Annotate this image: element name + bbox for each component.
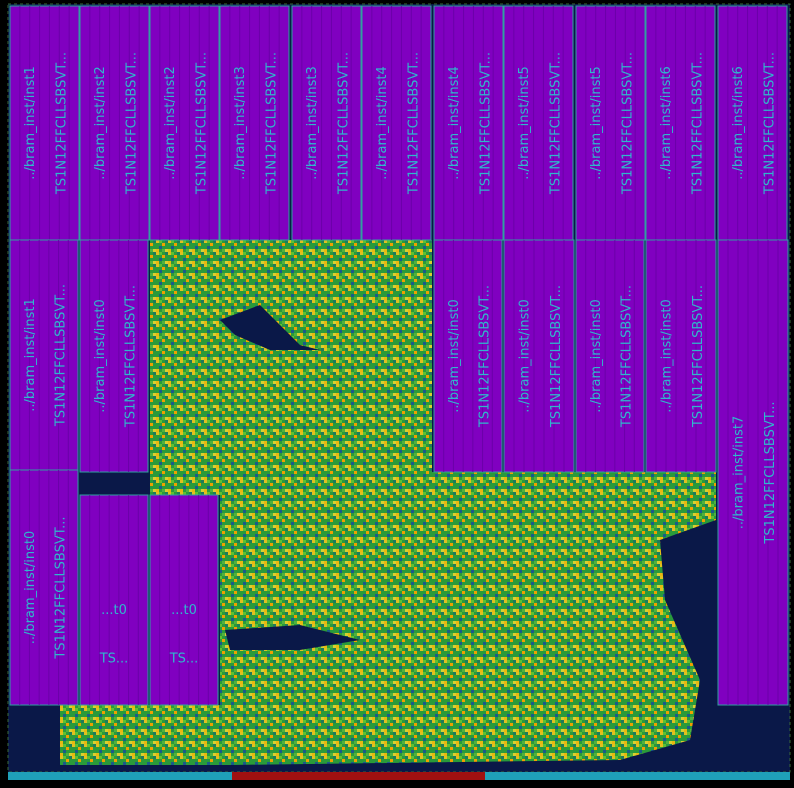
macro-label: TS1N12FFCLLSBSVT... — [264, 52, 279, 195]
macro-label: TS1N12FFCLLSBSVT... — [54, 284, 69, 427]
macro-label: TS1N12FFCLLSBSVT... — [478, 52, 493, 195]
macro-label: TS1N12FFCLLSBSVT... — [762, 52, 777, 195]
macro-label: TS... — [169, 651, 199, 666]
macro-label: ../bram_inst/inst1 — [23, 66, 38, 179]
macro-block — [575, 5, 646, 241]
macro-block — [9, 469, 79, 706]
macro-label: TS1N12FFCLLSBSVT... — [763, 401, 778, 544]
macro-label: TS1N12FFCLLSBSVT... — [124, 52, 139, 195]
macro-label: TS1N12FFCLLSBSVT... — [548, 52, 563, 195]
macro-block — [433, 5, 504, 241]
macro-label: ...t0 — [101, 603, 127, 618]
macro-label: ../bram_inst/inst0 — [23, 531, 38, 644]
macro-label: ../bram_inst/inst6 — [731, 66, 746, 179]
macro-label: ../bram_inst/inst2 — [163, 66, 178, 179]
macro-label: TS1N12FFCLLSBSVT... — [620, 285, 635, 428]
macro-block — [219, 5, 290, 241]
macro-label: ../bram_inst/inst0 — [589, 299, 604, 412]
macro-label: ../bram_inst/inst0 — [518, 299, 533, 412]
macro-label: ../bram_inst/inst2 — [93, 66, 108, 179]
macro-block — [717, 239, 789, 706]
macro-label: TS1N12FFCLLSBSVT... — [549, 285, 564, 428]
macro-block — [503, 239, 575, 473]
macro-label: ../bram_inst/inst4 — [447, 66, 462, 179]
macro-block — [149, 494, 219, 706]
density-hole — [225, 625, 360, 650]
macro-block — [79, 239, 149, 473]
macro-block — [717, 5, 788, 241]
macro-block — [645, 5, 716, 241]
macro-label: ../bram_inst/inst5 — [517, 66, 532, 179]
macro-label: ../bram_inst/inst0 — [447, 299, 462, 412]
macro-block — [79, 5, 150, 241]
macro-label: TS1N12FFCLLSBSVT... — [478, 285, 493, 428]
bottom-bar-highlight — [232, 772, 485, 780]
macro-label: ../bram_inst/inst0 — [93, 299, 108, 412]
macro-label: TS1N12FFCLLSBSVT... — [54, 516, 69, 659]
macro-block — [291, 5, 362, 241]
macro-label: ../bram_inst/inst1 — [23, 298, 38, 411]
macro-block — [433, 239, 503, 473]
macro-label: TS1N12FFCLLSBSVT... — [336, 52, 351, 195]
macro-label: ../bram_inst/inst3 — [305, 66, 320, 179]
macro-label: ../bram_inst/inst6 — [659, 66, 674, 179]
macro-block — [361, 5, 432, 241]
macro-block — [645, 239, 717, 473]
macro-block — [79, 494, 149, 706]
macro-label: ...t0 — [171, 603, 197, 618]
macro-label: TS1N12FFCLLSBSVT... — [54, 52, 69, 195]
macro-block — [503, 5, 574, 241]
macro-block — [149, 5, 220, 241]
macro-block — [9, 5, 80, 241]
macro-label: ../bram_inst/inst4 — [375, 66, 390, 179]
macro-label: TS1N12FFCLLSBSVT... — [124, 285, 139, 428]
macro-label: TS1N12FFCLLSBSVT... — [691, 285, 706, 428]
macro-label: TS... — [99, 651, 129, 666]
macro-label: TS1N12FFCLLSBSVT... — [194, 52, 209, 195]
macro-label: ../bram_inst/inst0 — [660, 299, 675, 412]
macro-label: TS1N12FFCLLSBSVT... — [690, 52, 705, 195]
macro-label: ../bram_inst/inst7 — [732, 416, 747, 529]
density-hole — [80, 472, 150, 494]
macro-label: ../bram_inst/inst5 — [589, 66, 604, 179]
density-hole — [220, 305, 320, 350]
density-map — [60, 240, 716, 765]
macro-label: TS1N12FFCLLSBSVT... — [406, 52, 421, 195]
macro-label: ../bram_inst/inst3 — [233, 66, 248, 179]
macro-label: TS1N12FFCLLSBSVT... — [620, 52, 635, 195]
macro-block — [575, 239, 645, 473]
